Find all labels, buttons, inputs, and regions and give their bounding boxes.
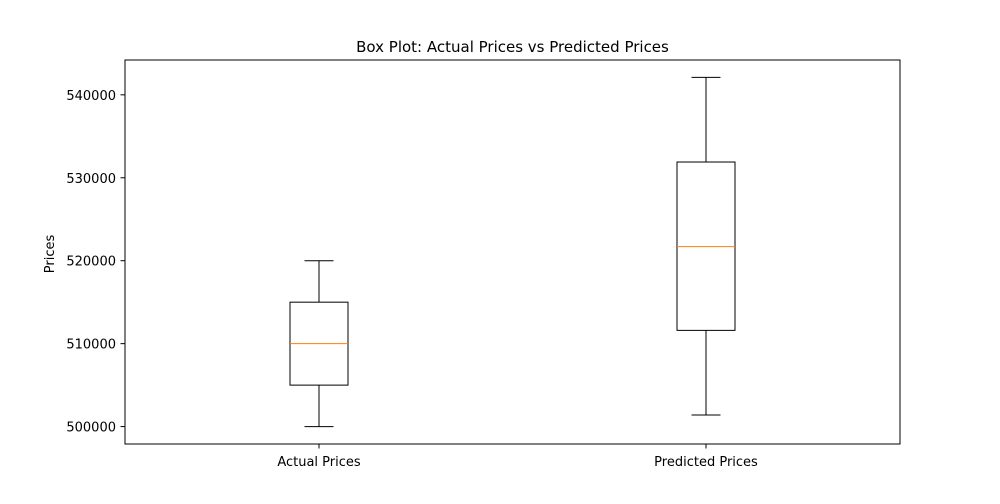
y-tick-label: 540000	[66, 89, 116, 104]
axes-frame	[124, 59, 901, 445]
y-axis-label: Prices	[43, 235, 58, 274]
x-tick-label: Predicted Prices	[654, 455, 758, 470]
x-tick-label: Actual Prices	[277, 455, 361, 470]
y-tick-label: 530000	[66, 172, 116, 187]
y-tick-label: 510000	[66, 338, 116, 353]
y-tick-label: 520000	[66, 255, 116, 270]
chart-title: Box Plot: Actual Prices vs Predicted Pri…	[356, 38, 669, 56]
y-tick-label: 500000	[66, 421, 116, 436]
plot-area: 500000 510000 520000 530000 540000 Actual Pri…	[66, 59, 901, 470]
